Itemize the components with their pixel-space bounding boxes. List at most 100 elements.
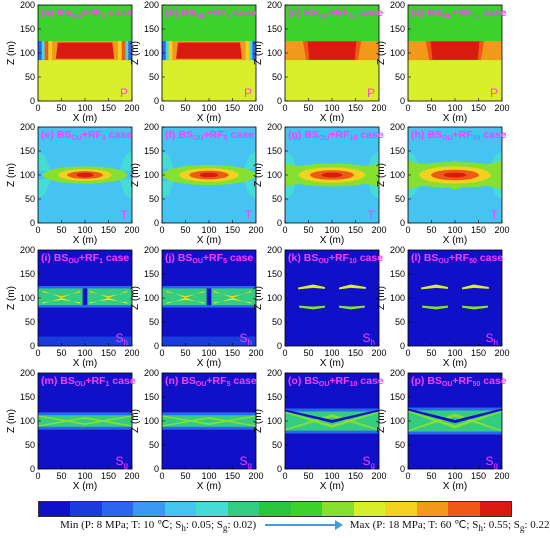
field-band [285,60,379,101]
x-tick-label: 0 [405,103,410,113]
x-tick-label: 50 [56,103,66,113]
y-axis-label: Z (m) [130,286,141,310]
y-tick-label: 50 [25,72,35,82]
y-tick-label: 150 [20,146,35,156]
y-tick-label: 150 [20,24,35,34]
x-tick-label: 0 [35,471,40,481]
x-tick-label: 0 [35,225,40,235]
panel-title: (d) BSOU+RF50 case [411,7,507,20]
variable-label: Sh [240,331,252,347]
x-tick-label: 50 [303,103,313,113]
x-tick-label: 100 [77,225,92,235]
x-axis-label: X (m) [73,481,97,492]
x-tick-label: 150 [101,103,116,113]
y-tick-label: 50 [272,194,282,204]
y-tick-label: 100 [267,170,282,180]
hydrate-front [422,305,448,310]
x-tick-label: 50 [426,348,436,358]
field-plot [162,373,256,469]
variable-label: T [245,208,253,222]
x-tick-label: 100 [324,348,339,358]
hydrate-front [42,290,81,298]
panel-d: 0 50 100 150 200 0 50 100 150 200 X (m) Z (m) (d) BS… [376,0,510,124]
x-tick-label: 50 [426,225,436,235]
x-tick-label: 100 [77,348,92,358]
y-tick-label: 200 [144,368,159,378]
field-band [82,288,88,306]
color-scale-bar [38,501,512,517]
panel-title: (i) BSOU+RF1 case [41,252,129,265]
thermal-core [199,172,219,178]
y-tick-label: 150 [267,24,282,34]
x-tick-label: 0 [282,471,287,481]
panel-o: 0 50 100 150 200 0 50 100 150 200 X (m) Z (m) (o) BS… [253,368,387,492]
x-tick-label: 100 [324,225,339,235]
hydrate-front [339,284,366,290]
x-tick-label: 100 [77,471,92,481]
x-tick-label: 0 [282,225,287,235]
panel-title: (a) BSOU+RF1 case [41,7,132,20]
x-tick-label: 0 [405,348,410,358]
variable-label: Sg [240,454,252,470]
legend-max-label: Max (P: 18 MPa; T: 60 ℃; Sh: 0.55; Sg: 0… [349,519,550,534]
y-tick-label: 50 [395,317,405,327]
hydrate-front [462,284,489,290]
x-tick-label: 150 [101,348,116,358]
x-axis-label: X (m) [443,113,467,124]
y-tick-label: 0 [154,341,159,351]
field-plot [408,373,502,469]
panel-title: (j) BSOU+RF5 case [165,252,253,265]
x-tick-label: 200 [124,348,139,358]
hydrate-front [89,298,128,304]
upper-layer [285,5,379,41]
hydrate-front [213,298,252,304]
panel-p: 0 50 100 150 200 0 50 100 150 200 X (m) Z (m) (p) BS… [376,368,510,492]
x-axis-label: X (m) [443,235,467,246]
x-tick-label: 200 [371,348,386,358]
field-plot [38,250,132,346]
y-tick-label: 0 [154,464,159,474]
panel-title: (g) BSOU+RF10 case [288,129,384,142]
x-tick-label: 50 [426,471,436,481]
legend-swatch [353,502,386,516]
variable-label: Sh [116,331,128,347]
y-axis-label: Z (m) [6,286,17,310]
panel-g: 0 50 100 150 200 0 50 100 150 200 X (m) Z (m) (g) BS… [253,122,387,246]
y-tick-label: 50 [149,440,159,450]
x-tick-label: 50 [56,471,66,481]
field-band [165,41,169,61]
x-tick-label: 150 [471,348,486,358]
y-tick-label: 50 [149,317,159,327]
legend-swatch [448,502,480,516]
y-tick-label: 200 [267,122,282,132]
y-tick-label: 100 [390,293,405,303]
panel-title: (b) BSOU+RF5 case [165,7,257,20]
x-tick-label: 100 [447,471,462,481]
panel-title: (m) BSOU+RF1 case [41,375,136,388]
x-axis-label: X (m) [443,358,467,369]
y-tick-label: 200 [390,368,405,378]
legend-swatch [385,502,417,516]
x-tick-label: 150 [348,225,363,235]
upper-layer [408,5,502,41]
x-tick-label: 200 [494,103,509,113]
y-tick-label: 100 [390,416,405,426]
variable-label: P [367,86,375,100]
legend-swatch [322,502,354,516]
legend-swatch [39,502,71,516]
x-tick-label: 0 [159,471,164,481]
x-tick-label: 50 [180,471,190,481]
x-tick-label: 50 [303,348,313,358]
x-tick-label: 150 [348,348,363,358]
x-tick-label: 150 [471,471,486,481]
field-band [38,41,42,61]
y-tick-label: 0 [30,341,35,351]
y-tick-label: 150 [267,269,282,279]
panel-m: 0 50 100 150 200 0 50 100 150 200 X (m) Z (m) (m) BS… [6,368,140,492]
hydrate-front [421,284,448,290]
x-tick-label: 0 [405,225,410,235]
x-tick-label: 100 [201,348,216,358]
x-tick-label: 200 [124,225,139,235]
hydrate-front [298,284,325,290]
field-plot [38,5,132,101]
